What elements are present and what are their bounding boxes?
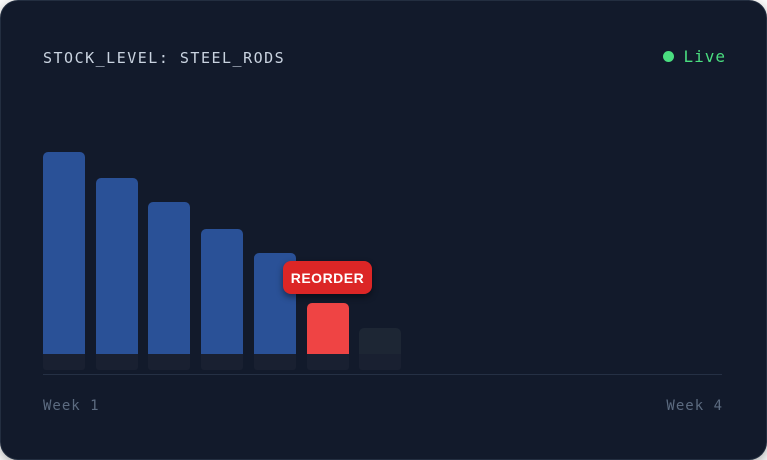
bar-shadow-2: [96, 354, 138, 370]
stock-bar-3: [148, 202, 190, 354]
baseline-divider: [43, 374, 722, 375]
bar-shadow-7: [359, 354, 401, 370]
bar-shadow-5: [254, 354, 296, 370]
live-indicator: Live: [663, 47, 726, 66]
stock-bar-7: [359, 328, 401, 354]
stock-bar-1: [43, 152, 85, 354]
bar-shadow-6: [307, 354, 349, 370]
stock-bar-2: [96, 178, 138, 354]
card-title: STOCK_LEVEL: STEEL_RODS: [43, 49, 286, 67]
x-axis-label-right: Week 4: [666, 398, 723, 414]
bar-shadow-1: [43, 354, 85, 370]
stock-bar-4: [201, 229, 243, 354]
bar-shadow-3: [148, 354, 190, 370]
stock-bar-6: [307, 303, 349, 354]
live-label: Live: [683, 47, 726, 66]
x-axis-labels: Week 1 Week 4: [43, 398, 723, 414]
bar-shadow-4: [201, 354, 243, 370]
reorder-button[interactable]: REORDER: [283, 261, 372, 294]
x-axis-label-left: Week 1: [43, 398, 100, 414]
live-dot-icon: [663, 51, 675, 62]
